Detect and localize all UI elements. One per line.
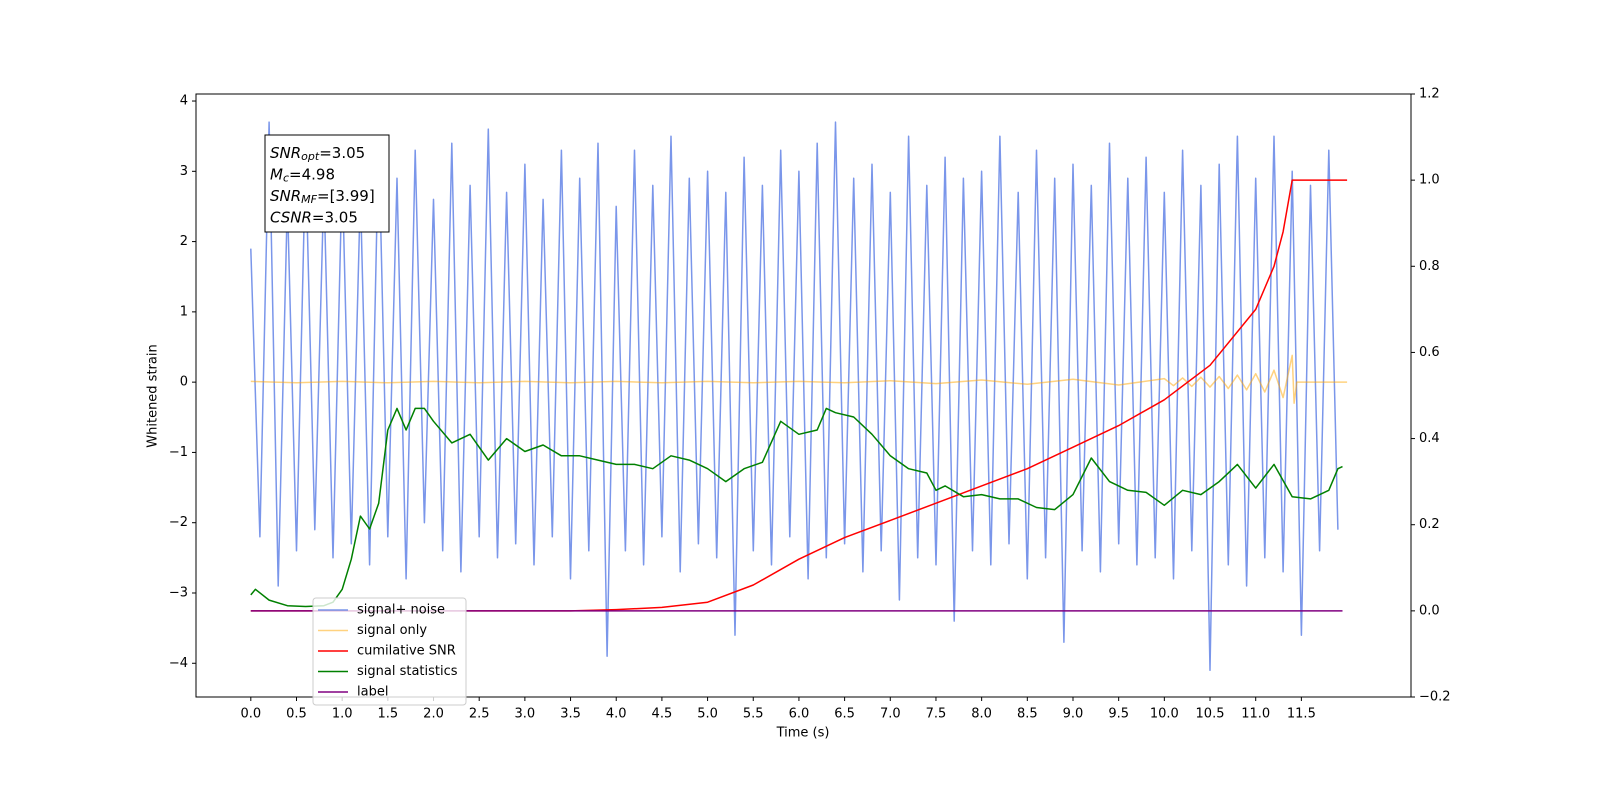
x-tick-label: 5.5	[743, 707, 764, 722]
annotation-box	[264, 134, 390, 233]
y2-tick-label: 1.2	[1419, 87, 1440, 102]
x-tick-label: 3.0	[515, 707, 536, 722]
x-tick-label: 5.0	[697, 707, 718, 722]
legend-label: signal statistics	[357, 664, 458, 679]
y2-tick-label: 0.8	[1419, 259, 1440, 274]
x-tick-label: 0.0	[240, 707, 261, 722]
y-tick-label: 1	[180, 304, 188, 319]
x-tick-label: 7.5	[926, 707, 947, 722]
legend: signal+ noise signal only cumilative SNR si…	[312, 597, 467, 706]
annotation-value: =4.98	[289, 165, 335, 183]
x-tick-label: 4.5	[652, 707, 673, 722]
x-tick-label: 7.0	[880, 707, 901, 722]
x-tick-label: 6.5	[834, 707, 855, 722]
annotation-symbol: SNR	[270, 187, 301, 205]
legend-label: cumilative SNR	[357, 644, 456, 659]
annotation-line: CSNR=3.05	[270, 208, 358, 226]
y2-tick-label: 0.4	[1419, 431, 1440, 446]
y-tick-label: −2	[169, 515, 188, 530]
annotation-line: SNRopt=3.05	[270, 144, 365, 164]
y-tick-label: −4	[169, 656, 188, 671]
series-line	[250, 407, 1343, 608]
x-tick-label: 11.0	[1241, 707, 1270, 722]
series-line	[250, 354, 1348, 404]
x-tick-label: 9.0	[1063, 707, 1084, 722]
legend-label: signal+ noise	[357, 603, 445, 618]
x-tick-label: 10.5	[1196, 707, 1225, 722]
annotation-symbol: M	[270, 165, 283, 183]
x-tick-label: 1.0	[332, 707, 353, 722]
x-axis-label: Time (s)	[776, 726, 830, 741]
annotation-subscript: c	[283, 172, 289, 185]
y-tick-label: −1	[169, 445, 188, 460]
annotation-value: =3.05	[312, 208, 358, 226]
annotation-line: SNRMF=[3.99]	[270, 187, 375, 207]
x-tick-label: 11.5	[1287, 707, 1316, 722]
annotation-value: =[3.99]	[317, 187, 375, 205]
y2-tick-label: 0.6	[1419, 345, 1440, 360]
x-tick-label: 8.0	[971, 707, 992, 722]
x-tick-label: 10.0	[1150, 707, 1179, 722]
y2-tick-label: 0.0	[1419, 603, 1440, 618]
x-tick-label: 4.0	[606, 707, 627, 722]
legend-box	[312, 597, 467, 706]
annotation-subscript: MF	[301, 193, 317, 206]
x-tick-label: 2.5	[469, 707, 490, 722]
legend-label: signal only	[357, 623, 427, 638]
annotation-value: =3.05	[319, 144, 365, 162]
y-tick-label: −3	[169, 585, 188, 600]
x-tick-label: 3.5	[560, 707, 581, 722]
y-axis-label: Whitened strain	[146, 344, 161, 447]
x-tick-label: 9.5	[1108, 707, 1129, 722]
x-tick-label: 2.0	[423, 707, 444, 722]
y2-tick-label: −0.2	[1419, 690, 1451, 705]
legend-label: label	[357, 685, 388, 700]
plot-frame	[195, 93, 1412, 698]
x-tick-label: 0.5	[286, 707, 307, 722]
y-tick-label: 0	[180, 375, 188, 390]
series-line	[250, 179, 1348, 612]
y-tick-label: 2	[180, 234, 188, 249]
annotation-line: Mc=4.98	[270, 165, 335, 185]
annotation-subscript: opt	[301, 150, 320, 163]
series-line	[250, 121, 1339, 672]
y2-tick-label: 0.2	[1419, 517, 1440, 532]
annotation-symbol: SNR	[270, 144, 301, 162]
y-tick-label: 4	[180, 94, 188, 109]
y-tick-label: 3	[180, 164, 188, 179]
x-tick-label: 8.5	[1017, 707, 1038, 722]
x-tick-label: 6.0	[789, 707, 810, 722]
annotation-symbol: CSNR	[270, 208, 312, 226]
y2-tick-label: 1.0	[1419, 173, 1440, 188]
x-tick-label: 1.5	[377, 707, 398, 722]
